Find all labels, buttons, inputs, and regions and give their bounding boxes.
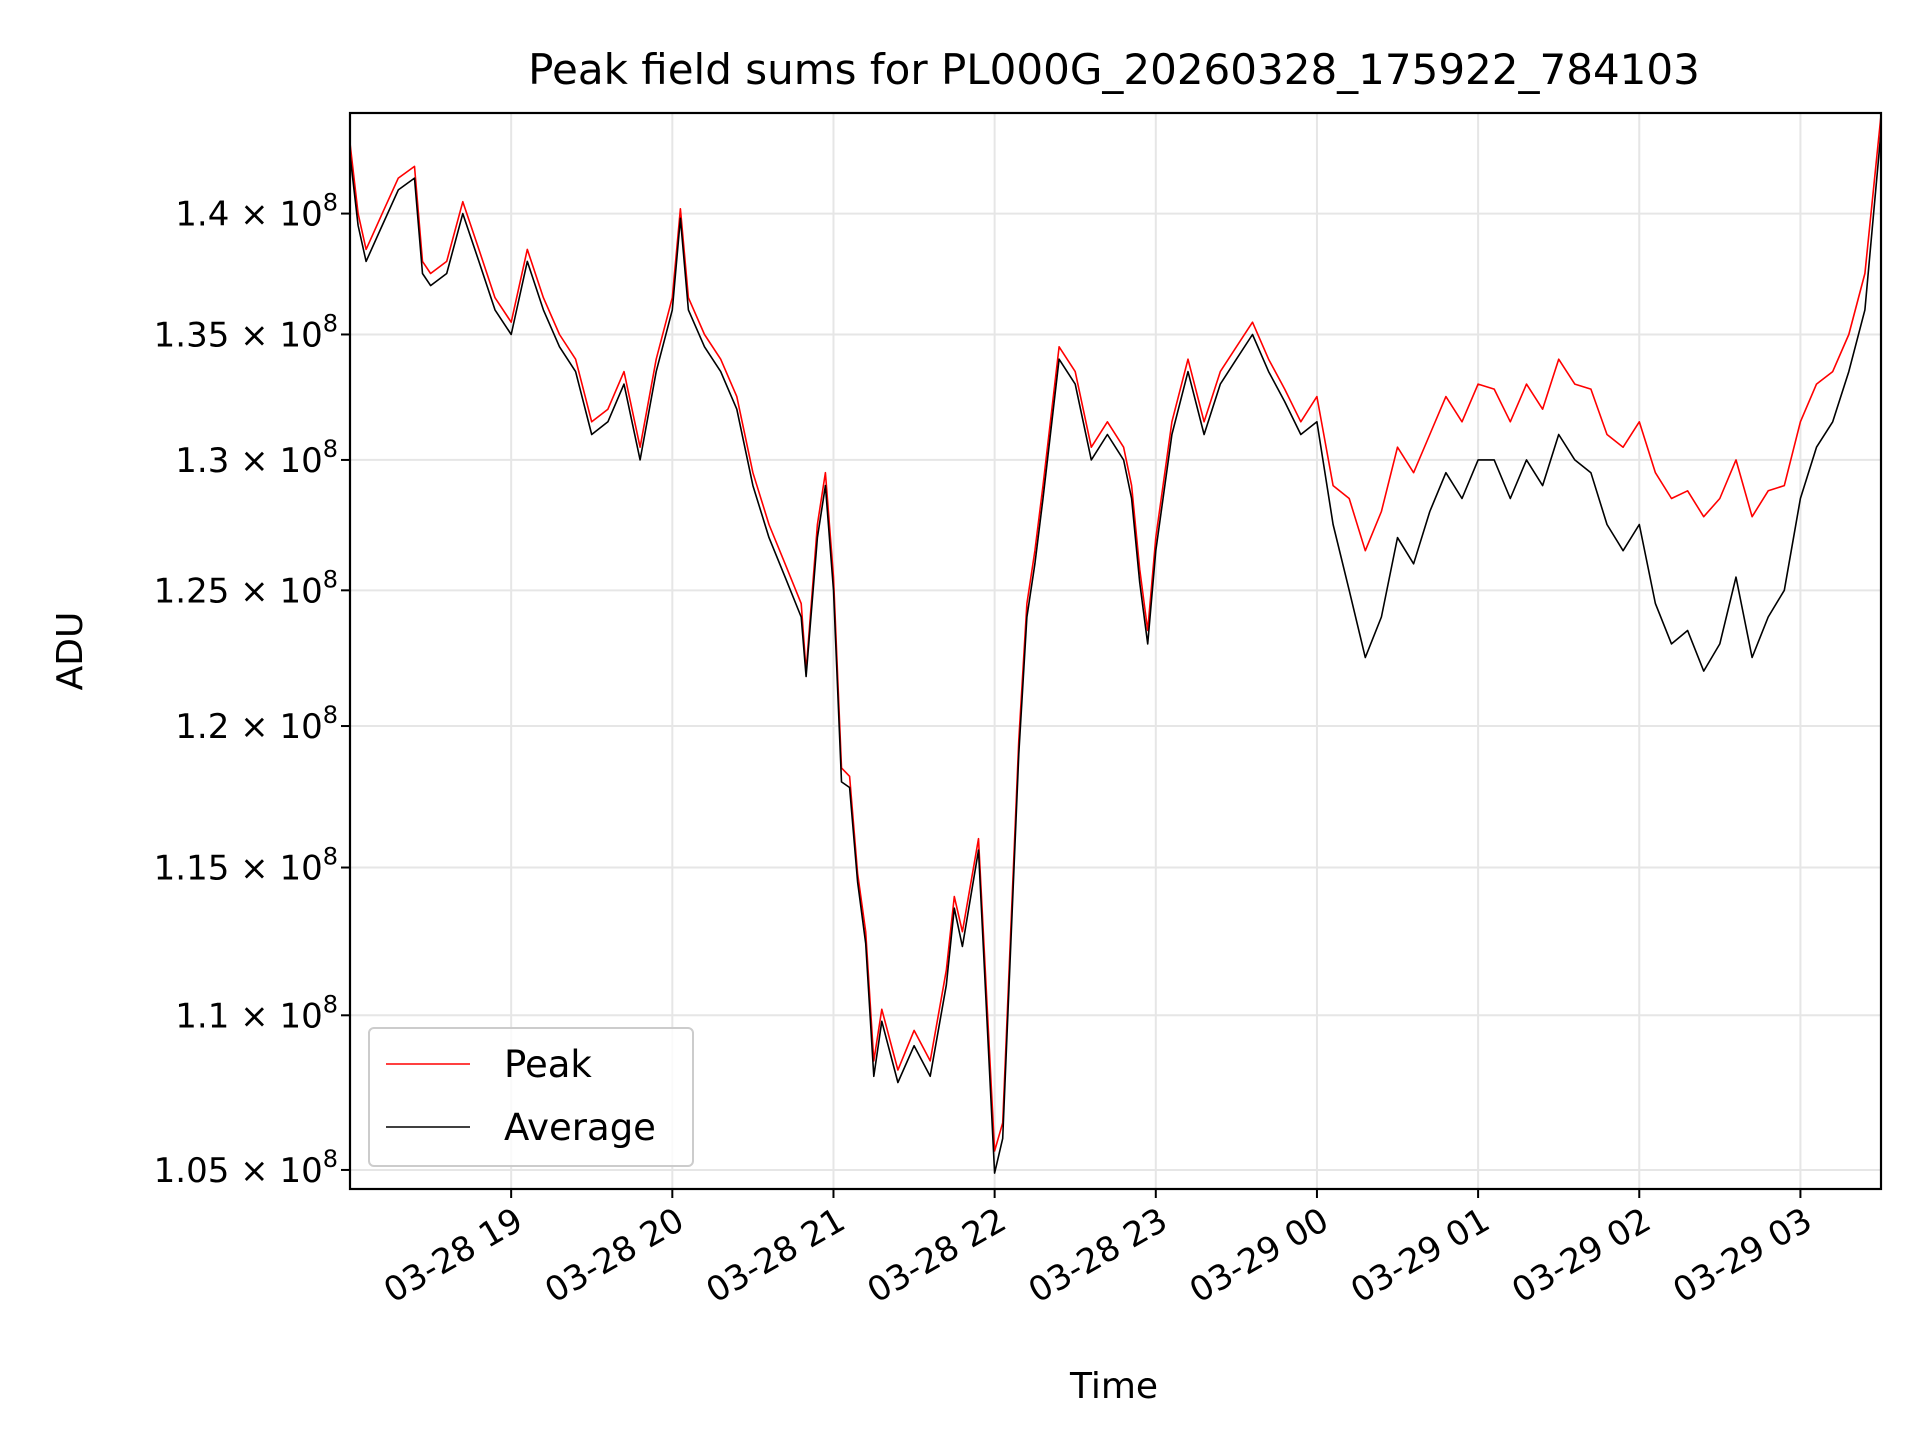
y-axis-ticks: 1.05 × 108 1.1 × 108 1.15 × 108 1.2 × 108 1.… xyxy=(154,189,350,1191)
y-axis-label: ADU xyxy=(50,612,91,691)
legend: Peak Average xyxy=(368,1027,694,1167)
x-axis-ticks: 03-28 19 03-28 20 03-28 21 03-28 22 03-28 23… xyxy=(377,1189,1819,1311)
y-tick-label: 1.25 × 108 xyxy=(154,565,338,611)
x-tick-label: 03-29 03 xyxy=(1667,1200,1819,1311)
y-tick-label: 1.15 × 108 xyxy=(154,843,338,889)
plot-frame xyxy=(348,111,1883,1191)
y-tick-label: 1.05 × 108 xyxy=(154,1145,338,1191)
chart-title: Peak field sums for PL000G_20260328_1759… xyxy=(528,45,1700,94)
series-line-peak xyxy=(349,115,1882,1152)
x-tick-label: 03-28 22 xyxy=(861,1200,1013,1311)
y-tick-label: 1.1 × 108 xyxy=(175,990,338,1036)
x-tick-label: 03-29 02 xyxy=(1505,1200,1657,1311)
x-axis-label: Time xyxy=(1069,1366,1158,1407)
legend-label-peak: Peak xyxy=(504,1043,592,1086)
x-tick-label: 03-29 01 xyxy=(1344,1200,1496,1311)
y-tick-label: 1.35 × 108 xyxy=(154,309,338,355)
x-tick-label: 03-28 23 xyxy=(1022,1200,1174,1311)
series-line-average xyxy=(349,131,1882,1174)
legend-box xyxy=(368,1027,694,1167)
x-tick-label: 03-28 19 xyxy=(377,1200,529,1311)
legend-label-average: Average xyxy=(504,1106,656,1149)
y-tick-label: 1.4 × 108 xyxy=(175,189,338,235)
x-tick-label: 03-28 20 xyxy=(538,1200,690,1311)
y-tick-label: 1.2 × 108 xyxy=(175,701,338,747)
y-tick-label: 1.3 × 108 xyxy=(175,435,338,481)
x-tick-label: 03-29 00 xyxy=(1183,1200,1335,1311)
series-layer xyxy=(349,115,1882,1174)
grid-lines xyxy=(350,113,1881,1189)
x-tick-label: 03-28 21 xyxy=(700,1200,852,1311)
